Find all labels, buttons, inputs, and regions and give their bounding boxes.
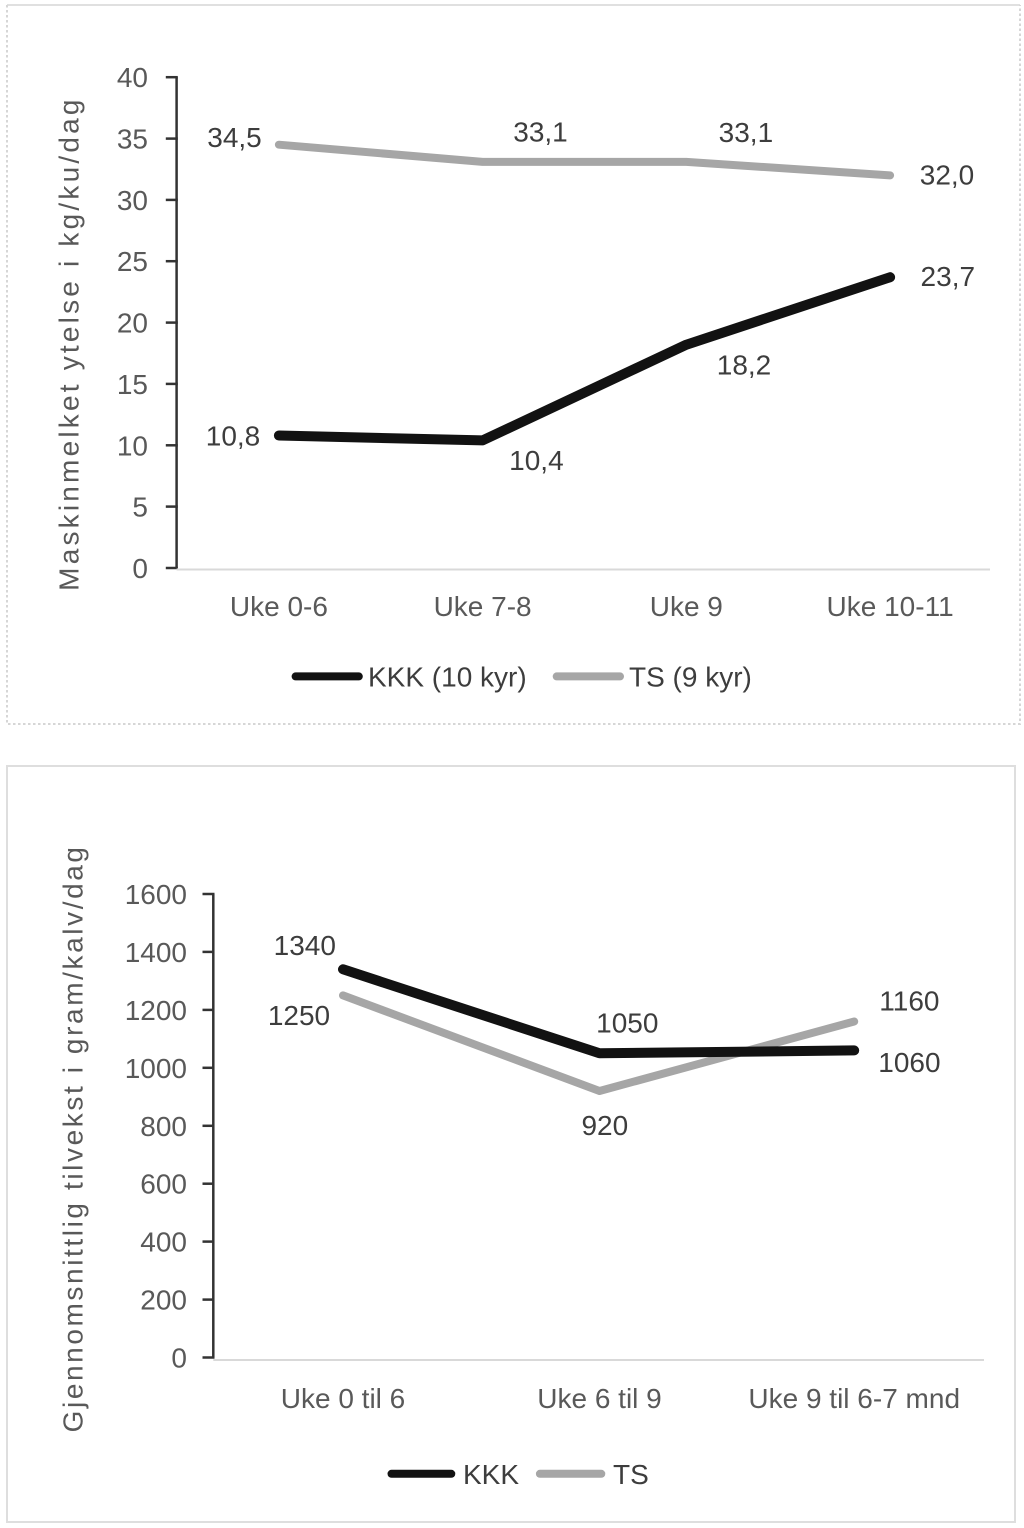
svg-text:5: 5 <box>132 492 148 523</box>
svg-text:25: 25 <box>117 246 148 277</box>
svg-text:Uke 0 til 6: Uke 0 til 6 <box>281 1383 406 1414</box>
svg-text:10: 10 <box>117 430 148 461</box>
svg-text:1160: 1160 <box>879 986 939 1017</box>
svg-text:1250: 1250 <box>268 1000 330 1031</box>
svg-text:Gjennomsnittlig tilvekst i gra: Gjennomsnittlig tilvekst i gram/kalv/dag <box>58 844 89 1432</box>
svg-text:KKK (10 kyr): KKK (10 kyr) <box>368 661 527 692</box>
svg-text:Maskinmelket ytelse i kg/ku/da: Maskinmelket ytelse i kg/ku/dag <box>53 96 84 590</box>
svg-text:Uke 9 til 6-7 mnd: Uke 9 til 6-7 mnd <box>748 1383 960 1414</box>
svg-text:200: 200 <box>140 1285 187 1316</box>
svg-text:33,1: 33,1 <box>513 117 568 148</box>
svg-text:30: 30 <box>117 185 148 216</box>
svg-text:20: 20 <box>117 308 148 339</box>
svg-text:33,1: 33,1 <box>719 117 774 148</box>
svg-text:1000: 1000 <box>125 1053 187 1084</box>
svg-text:18,2: 18,2 <box>717 350 772 381</box>
svg-text:TS: TS <box>613 1459 649 1490</box>
svg-text:40: 40 <box>117 62 148 93</box>
svg-text:920: 920 <box>581 1110 628 1141</box>
svg-text:600: 600 <box>140 1169 187 1200</box>
svg-text:23,7: 23,7 <box>921 261 976 292</box>
svg-text:0: 0 <box>132 553 148 584</box>
svg-text:TS (9 kyr): TS (9 kyr) <box>629 661 752 692</box>
svg-text:10,8: 10,8 <box>206 421 261 452</box>
svg-text:KKK: KKK <box>463 1459 519 1490</box>
svg-text:Uke 7-8: Uke 7-8 <box>434 591 532 622</box>
svg-text:1050: 1050 <box>596 1007 658 1038</box>
svg-text:15: 15 <box>117 369 148 400</box>
svg-text:Uke 0-6: Uke 0-6 <box>230 591 328 622</box>
svg-text:34,5: 34,5 <box>207 122 262 153</box>
svg-text:Uke 6 til 9: Uke 6 til 9 <box>537 1383 662 1414</box>
svg-text:1340: 1340 <box>274 930 336 961</box>
svg-text:32,0: 32,0 <box>920 160 975 191</box>
svg-text:1600: 1600 <box>125 879 187 910</box>
svg-text:Uke 10-11: Uke 10-11 <box>827 591 954 622</box>
svg-text:Uke 9: Uke 9 <box>650 591 723 622</box>
svg-text:10,4: 10,4 <box>509 445 564 476</box>
svg-text:800: 800 <box>140 1111 187 1142</box>
svg-text:35: 35 <box>117 124 148 155</box>
svg-text:1200: 1200 <box>125 995 187 1026</box>
svg-text:0: 0 <box>171 1343 187 1374</box>
svg-text:400: 400 <box>140 1227 187 1258</box>
svg-text:1060: 1060 <box>878 1047 940 1078</box>
svg-text:1400: 1400 <box>125 937 187 968</box>
